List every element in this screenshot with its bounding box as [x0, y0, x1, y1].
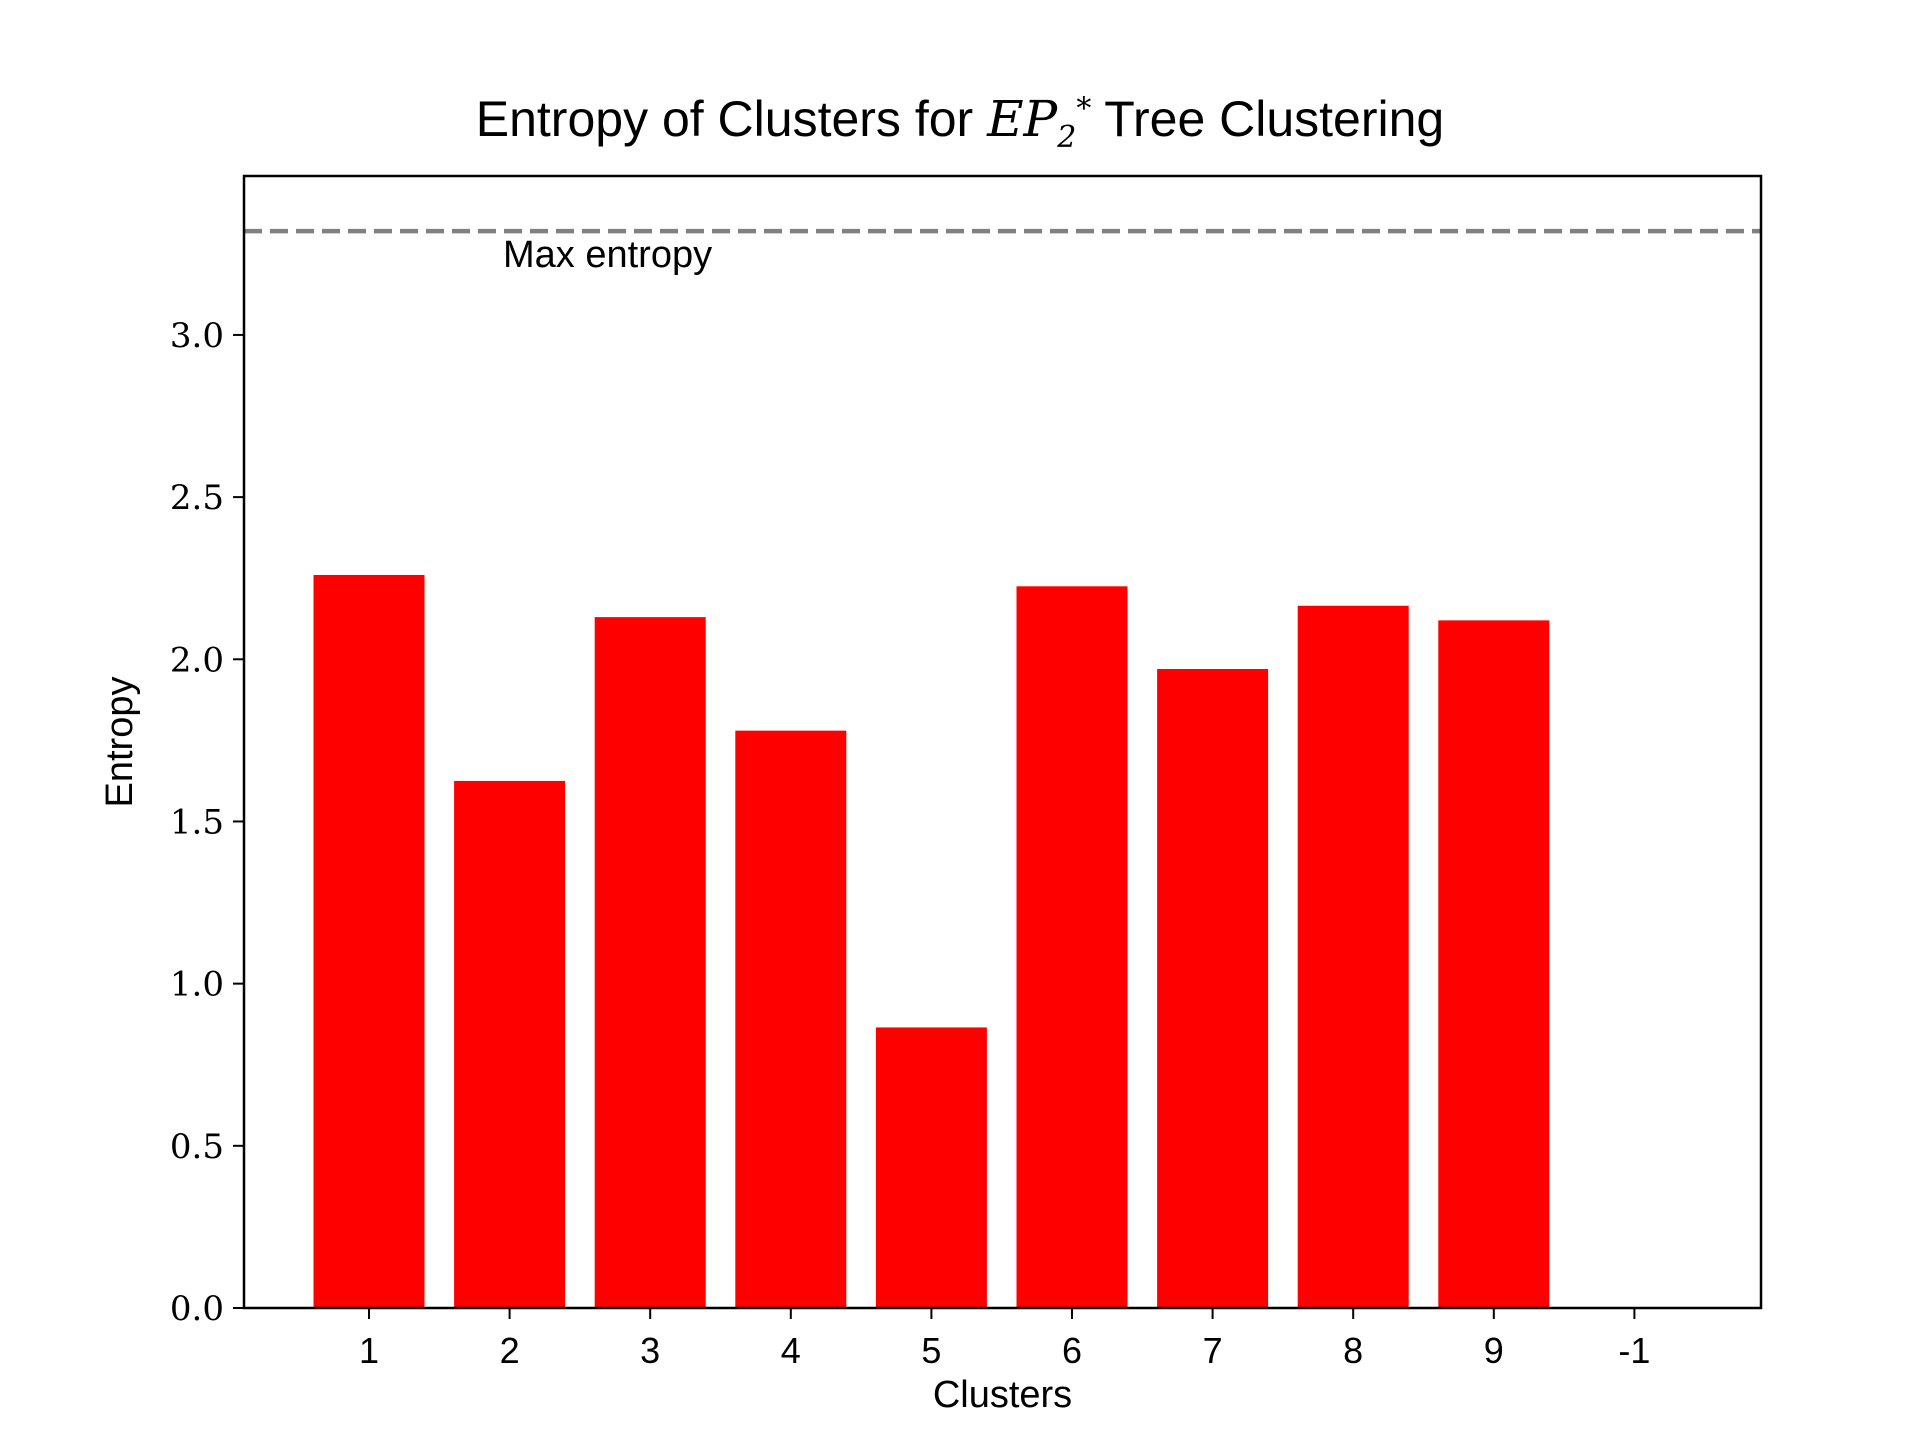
- x-tick-label-6: 6: [1062, 1330, 1082, 1371]
- x-axis: 1 2 3 4 5 6 7 8 9 -1: [359, 1308, 1650, 1371]
- title-math: EP2*: [987, 90, 1092, 155]
- y-tick-label-3.0: 3.0: [170, 316, 224, 356]
- title-text-before: Entropy of Clusters for: [475, 91, 988, 147]
- x-tick-label-4: 4: [781, 1330, 801, 1371]
- title-math-base: EP: [987, 90, 1058, 148]
- reference-line-group: Max entropy: [244, 228, 1761, 276]
- y-axis-label: Entropy: [99, 677, 141, 808]
- max-entropy-label: Max entropy: [503, 234, 712, 276]
- x-tick-label-7: 7: [1203, 1330, 1223, 1371]
- bar-9: [1438, 620, 1550, 1308]
- bar-2: [454, 780, 566, 1308]
- x-tick-label-8: 8: [1343, 1330, 1363, 1371]
- y-tick-label-0.0: 0.0: [170, 1289, 224, 1329]
- x-tick-label-9: 9: [1484, 1330, 1504, 1371]
- bar-8: [1297, 605, 1409, 1308]
- bar-7: [1157, 669, 1269, 1308]
- y-tick-label-2.5: 2.5: [170, 478, 224, 518]
- bar-3: [594, 617, 706, 1308]
- bar-4: [735, 730, 847, 1308]
- title-text-after: Tree Clustering: [1091, 91, 1445, 147]
- y-tick-label-1.5: 1.5: [170, 802, 224, 842]
- x-tick-label-1: 1: [359, 1330, 379, 1371]
- title-math-sub: 2: [1057, 120, 1077, 155]
- y-tick-label-0.5: 0.5: [170, 1127, 224, 1167]
- plot-frame: [242, 174, 1763, 1310]
- y-tick-label-1.0: 1.0: [170, 965, 224, 1005]
- chart-title: Entropy of Clusters for EP2* Tree Cluste…: [0, 90, 1920, 155]
- x-tick-label-2: 2: [500, 1330, 520, 1371]
- title-math-sup: *: [1076, 91, 1092, 127]
- bars-group: [313, 574, 1550, 1308]
- y-axis: 0.0 0.5 1.0 1.5 2.0 2.5 3.0: [170, 316, 244, 1329]
- x-tick-label--1: -1: [1618, 1330, 1650, 1371]
- bar-6: [1016, 586, 1128, 1308]
- x-axis-label: Clusters: [933, 1374, 1072, 1416]
- bar-5: [875, 1027, 987, 1308]
- x-tick-label-3: 3: [640, 1330, 660, 1371]
- x-tick-label-5: 5: [921, 1330, 941, 1371]
- bar-1: [313, 574, 425, 1308]
- y-tick-label-2.0: 2.0: [170, 640, 224, 680]
